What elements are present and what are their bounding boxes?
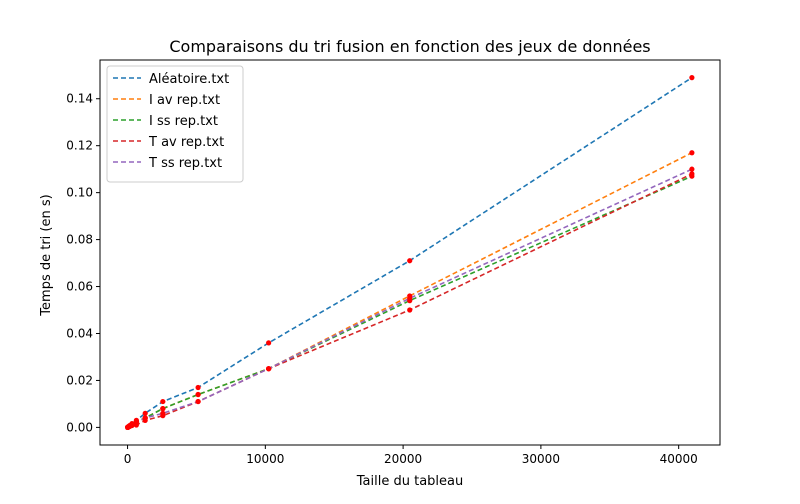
x-tick-label: 30000 xyxy=(522,452,560,466)
data-point xyxy=(407,307,413,313)
axes-frame xyxy=(99,59,721,446)
chart-title: Comparaisons du tri fusion en fonction d… xyxy=(169,37,650,56)
data-point xyxy=(160,406,166,412)
y-tick-label: 0.00 xyxy=(66,420,93,434)
data-point xyxy=(195,391,201,398)
legend-label: I ss rep.txt xyxy=(149,114,218,129)
data-point xyxy=(129,421,135,428)
y-tick-label: 0.06 xyxy=(66,280,93,294)
data-point xyxy=(689,75,695,81)
data-point xyxy=(195,398,201,405)
data-point xyxy=(689,171,695,177)
axis-ticks: 0 10000 20000 30000 40000 0.00 0.02 0.04 0.06 0.0… xyxy=(66,92,697,466)
legend: Aléatoire.txt I av rep.txt I ss rep.txt T a… xyxy=(106,65,244,183)
data-point xyxy=(407,258,413,264)
data-point xyxy=(689,150,695,156)
x-tick-label: 40000 xyxy=(660,452,698,466)
data-point xyxy=(142,410,148,416)
data-point xyxy=(160,410,166,416)
data-point xyxy=(266,340,272,346)
legend-label: Aléatoire.txt xyxy=(149,72,229,87)
x-tick-label: 0 xyxy=(124,452,132,466)
data-point xyxy=(689,166,695,172)
plot-area xyxy=(125,75,695,430)
y-tick-label: 0.08 xyxy=(66,233,93,247)
data-point xyxy=(266,366,272,372)
legend-box xyxy=(106,65,244,183)
y-axis-label: Temps de tri (en s) xyxy=(39,194,54,316)
x-tick-label: 20000 xyxy=(384,452,422,466)
legend-label: T av rep.txt xyxy=(148,135,224,150)
x-tick-label: 10000 xyxy=(246,452,284,466)
data-point xyxy=(133,419,139,425)
y-tick-label: 0.02 xyxy=(66,373,93,387)
data-point xyxy=(407,295,413,301)
data-point xyxy=(142,415,148,421)
y-tick-label: 0.12 xyxy=(66,139,93,153)
legend-label: I av rep.txt xyxy=(149,93,220,108)
data-point xyxy=(195,384,201,391)
y-tick-label: 0.04 xyxy=(66,326,93,340)
series-line xyxy=(126,151,693,428)
data-point xyxy=(160,398,166,405)
y-tick-label: 0.10 xyxy=(66,186,93,200)
y-tick-label: 0.14 xyxy=(66,92,93,106)
x-axis-label: Taille du tableau xyxy=(356,474,463,489)
legend-label: T ss rep.txt xyxy=(148,156,222,171)
